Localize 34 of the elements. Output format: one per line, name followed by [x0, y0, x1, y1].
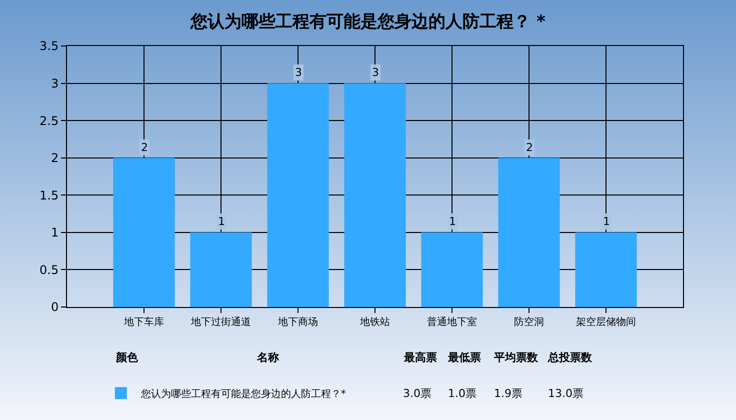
text: 最低票 — [447, 351, 481, 364]
chart-title: 您认为哪些工程有可能是您身边的人防工程？ * — [190, 12, 546, 32]
data-label: 2 — [141, 141, 148, 154]
x-tick-label: 地铁站 — [359, 316, 390, 328]
x-tick-label: 防空洞 — [514, 316, 544, 328]
y-tick-label: 3.5 — [40, 39, 59, 54]
data-label: 1 — [218, 215, 225, 228]
data-label: 2 — [526, 141, 533, 154]
y-tick-label: 2 — [50, 151, 59, 166]
text: 1.0票 — [448, 387, 476, 400]
y-tick-label: 1 — [50, 226, 59, 240]
y-tick-label: 3 — [50, 76, 59, 90]
text: 3.0票 — [403, 387, 432, 400]
text: 名称 — [256, 351, 280, 364]
data-label: 1 — [449, 215, 456, 228]
data-label: 3 — [372, 66, 379, 79]
text: 1.9票 — [494, 387, 522, 400]
y-tick-label: 0.5 — [40, 262, 59, 277]
text: 总投票数 — [547, 351, 593, 364]
x-tick-label: 地下过街通道 — [190, 316, 251, 328]
data-label: 1 — [603, 215, 610, 228]
text: 颜色 — [115, 351, 139, 364]
text: 平均票数 — [493, 351, 539, 364]
x-tick-label: 普通地下室 — [427, 316, 477, 328]
text: 最高票 — [403, 351, 437, 364]
x-tick-label: 地下商场 — [277, 316, 318, 328]
y-tick-label: 2.5 — [40, 114, 59, 128]
text: 13.0票 — [548, 387, 584, 400]
legend-label: 您认为哪些工程有可能是您身边的人防工程？* — [140, 388, 346, 400]
x-tick-label: 地下车库 — [123, 316, 164, 328]
x-tick-label: 架空层储物间 — [576, 316, 636, 328]
y-tick-label: 0 — [50, 300, 59, 314]
data-label: 3 — [295, 66, 302, 79]
y-tick-label: 1.5 — [40, 188, 59, 202]
